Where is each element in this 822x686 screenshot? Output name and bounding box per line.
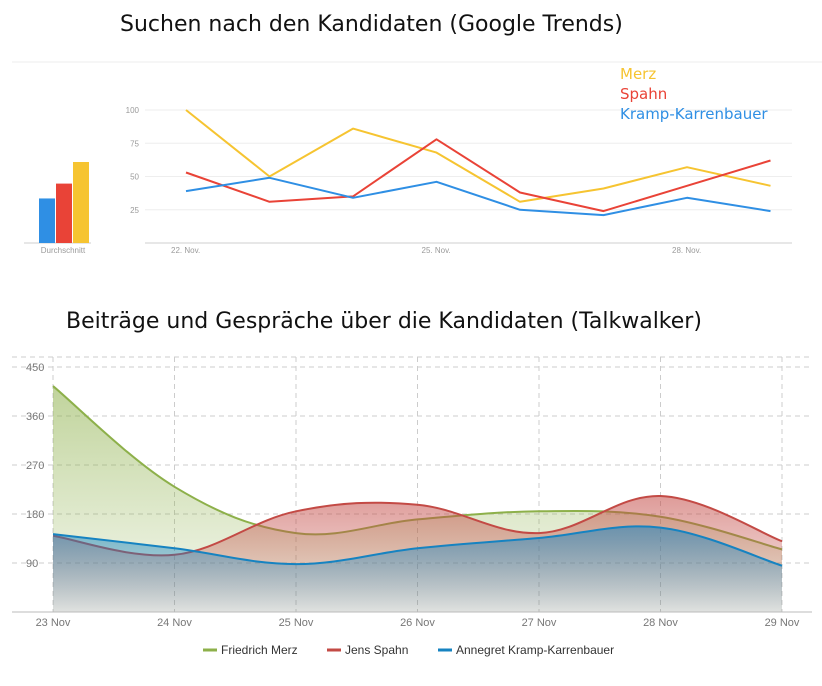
series-line-spahn	[185, 138, 771, 213]
legend-jens-spahn: Jens Spahn	[345, 643, 408, 657]
y-tick-label: 270	[26, 460, 44, 472]
average-bar-kramp-karrenbauer	[39, 198, 55, 243]
x-tick-label: 22. Nov.	[171, 246, 200, 255]
average-bar-merz	[73, 162, 89, 243]
legend-friedrich-merz: Friedrich Merz	[221, 643, 298, 657]
x-tick-label: 27 Nov	[522, 617, 557, 629]
y-tick-label: 360	[26, 411, 44, 423]
y-tick-label: 450	[26, 362, 44, 374]
x-tick-label: 24 Nov	[157, 617, 192, 629]
x-tick-label: 26 Nov	[400, 617, 435, 629]
average-bar-spahn	[56, 183, 72, 243]
axes: 450 360 270 180 90 23 Nov 24 Nov 25 Nov 26 Nov 27…	[12, 362, 812, 629]
series-line-merz	[185, 109, 771, 203]
x-tick-label: 28 Nov	[643, 617, 678, 629]
y-tick-label: 25	[130, 206, 139, 215]
x-tick-label: 28. Nov.	[672, 246, 701, 255]
average-label: Durchschnitt	[41, 246, 86, 255]
series-areas	[52, 385, 783, 612]
y-tick-label: 50	[130, 173, 139, 182]
legend: Merz Spahn Kramp-Karrenbauer	[620, 65, 768, 123]
series-line-kramp-karrenbauer	[185, 176, 771, 217]
google-trends-title: Suchen nach den Kandidaten (Google Trend…	[120, 12, 623, 37]
x-tick-label: 29 Nov	[765, 617, 800, 629]
x-tick-label: 25. Nov.	[422, 246, 451, 255]
legend: Friedrich Merz Jens Spahn Annegret Kramp-K…	[203, 643, 614, 657]
series-line-annegret-kramp-karrenbauer	[52, 525, 783, 567]
google-trends-chart: Durchschnitt 100 75 50 25 22. Nov. 25. Nov. 28…	[12, 61, 822, 255]
legend-annegret-kramp-karrenbauer: Annegret Kramp-Karrenbauer	[456, 643, 614, 657]
x-tick-label: 25 Nov	[279, 617, 314, 629]
legend-spahn: Spahn	[620, 85, 667, 103]
y-tick-label: 100	[126, 106, 140, 115]
legend-merz: Merz	[620, 65, 656, 83]
legend-kramp-karrenbauer: Kramp-Karrenbauer	[620, 105, 768, 123]
y-tick-label: 75	[130, 139, 139, 148]
series-lines	[185, 109, 771, 217]
average-bars: Durchschnitt	[24, 162, 91, 255]
gridlines: 100 75 50 25 22. Nov. 25. Nov. 28. Nov.	[126, 106, 792, 255]
x-tick-label: 23 Nov	[36, 617, 71, 629]
talkwalker-title: Beiträge und Gespräche über die Kandidat…	[66, 309, 702, 334]
y-tick-label: 180	[26, 509, 44, 521]
y-tick-label: 90	[26, 558, 38, 570]
series-area-annegret-kramp-karrenbauer	[53, 526, 782, 612]
